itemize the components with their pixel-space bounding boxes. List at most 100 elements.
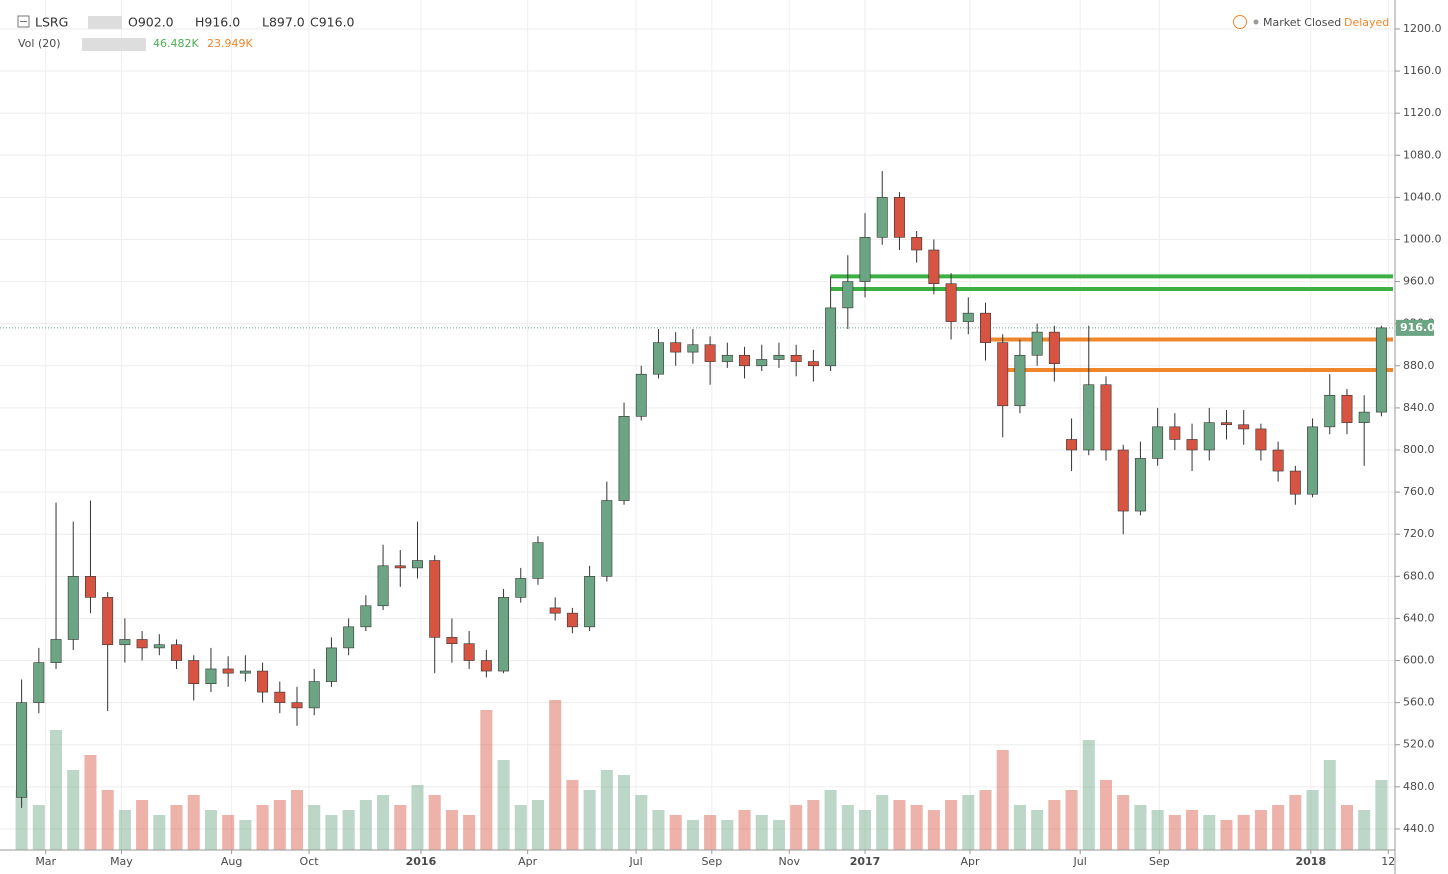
volume-bar	[1375, 780, 1388, 850]
volume-bar	[411, 785, 424, 850]
volume-bar	[841, 805, 854, 850]
volume-value: 46.482K	[153, 37, 199, 50]
volume-buttons[interactable]	[82, 38, 146, 51]
candle-body	[601, 500, 613, 577]
candle-body	[876, 197, 888, 238]
x-tick-label: 2016	[406, 855, 437, 868]
candle-body	[945, 283, 957, 322]
volume-bar	[1306, 790, 1319, 850]
volume-bar	[1203, 815, 1216, 850]
candle-body	[515, 578, 527, 598]
x-tick-label: 2017	[850, 855, 881, 868]
volume-bar	[1082, 740, 1095, 850]
last-price-tag	[1396, 319, 1434, 336]
volume-bar	[996, 750, 1009, 850]
x-tick-label: Jul	[628, 855, 642, 868]
volume-bar	[652, 810, 665, 850]
last-price-label: 916.0	[1400, 321, 1435, 334]
candle-body	[377, 565, 389, 607]
candle-body	[653, 342, 664, 375]
market-status: Market Closed	[1263, 16, 1341, 29]
candle-body	[566, 612, 578, 628]
candle-body	[1031, 331, 1043, 356]
volume-bar	[308, 805, 321, 850]
candle-body	[773, 354, 785, 360]
volume-bar	[256, 805, 269, 850]
symbol-buttons[interactable]	[88, 16, 122, 29]
volume-bar	[67, 770, 80, 850]
volume-bar	[772, 820, 785, 850]
candle-body	[171, 644, 182, 661]
y-tick-label: 720.0	[1403, 527, 1435, 540]
volume-bar	[721, 820, 734, 850]
candle-body	[463, 643, 475, 661]
y-tick-label: 800.0	[1403, 443, 1435, 456]
volume-bar	[394, 805, 407, 850]
candle-body	[1289, 470, 1301, 495]
candle-body	[222, 668, 234, 674]
volume-bar	[824, 790, 837, 850]
candle-body	[549, 607, 561, 614]
candle-body	[704, 344, 716, 362]
volume-title[interactable]: Vol (20)	[18, 37, 61, 50]
collapse-icon[interactable]	[17, 15, 30, 28]
candle-body	[188, 660, 200, 684]
volume-bar	[239, 820, 252, 850]
volume-bar	[273, 800, 286, 850]
volume-bar	[686, 820, 699, 850]
volume-bar	[1272, 805, 1285, 850]
volume-bar	[428, 795, 441, 850]
y-tick-label: 520.0	[1403, 738, 1435, 751]
volume-bar	[1031, 810, 1044, 850]
candle-body	[446, 637, 458, 644]
candle-body	[498, 597, 510, 672]
volume-bar	[945, 800, 958, 850]
volume-bar	[583, 790, 596, 850]
volume-bar	[342, 810, 355, 850]
y-tick-label: 640.0	[1403, 611, 1435, 624]
volume-bar	[755, 815, 768, 850]
status-dot	[1253, 19, 1259, 25]
volume-bar	[290, 790, 304, 850]
volume-bar	[118, 810, 131, 850]
x-tick-label: Nov	[779, 855, 801, 868]
candle-body	[1358, 411, 1370, 423]
x-tick-label: Jul	[1073, 855, 1087, 868]
candle-body	[50, 639, 62, 663]
candle-body	[1169, 426, 1181, 440]
volume-bar	[1168, 815, 1181, 850]
volume-bar	[979, 790, 992, 850]
candle-body	[308, 681, 320, 709]
high-label: H916.0	[195, 15, 240, 30]
x-tick-label: Sep	[1149, 855, 1170, 868]
volume-bar	[1186, 810, 1199, 850]
candle-body	[239, 670, 251, 674]
volume-bar	[1254, 810, 1267, 850]
candle-body	[670, 342, 682, 353]
candle-body	[825, 307, 837, 367]
candle-body	[790, 354, 802, 362]
y-tick-label: 1160.0	[1403, 64, 1442, 77]
volume-bar	[1237, 815, 1250, 850]
candle-body	[257, 670, 269, 693]
candle-body	[33, 662, 45, 703]
candle-body	[1152, 426, 1164, 459]
candle-body	[274, 691, 286, 703]
volume-bar	[1099, 780, 1113, 850]
volume-bar	[858, 810, 872, 850]
volume-bar	[153, 815, 166, 850]
symbol[interactable]: LSRG	[35, 15, 68, 30]
candle-body	[739, 354, 750, 367]
volume-bar	[170, 805, 183, 850]
volume-bar	[962, 795, 975, 850]
candle-body	[962, 312, 974, 322]
candle-body	[1324, 394, 1336, 428]
low-label: L897.0	[262, 15, 305, 30]
volume-bar	[669, 815, 682, 850]
volume-bar	[1358, 810, 1371, 850]
x-tick-label: Apr	[518, 855, 538, 868]
volume-bar	[1065, 790, 1078, 850]
volume-bar	[463, 815, 476, 850]
status-icon[interactable]	[1233, 15, 1247, 29]
